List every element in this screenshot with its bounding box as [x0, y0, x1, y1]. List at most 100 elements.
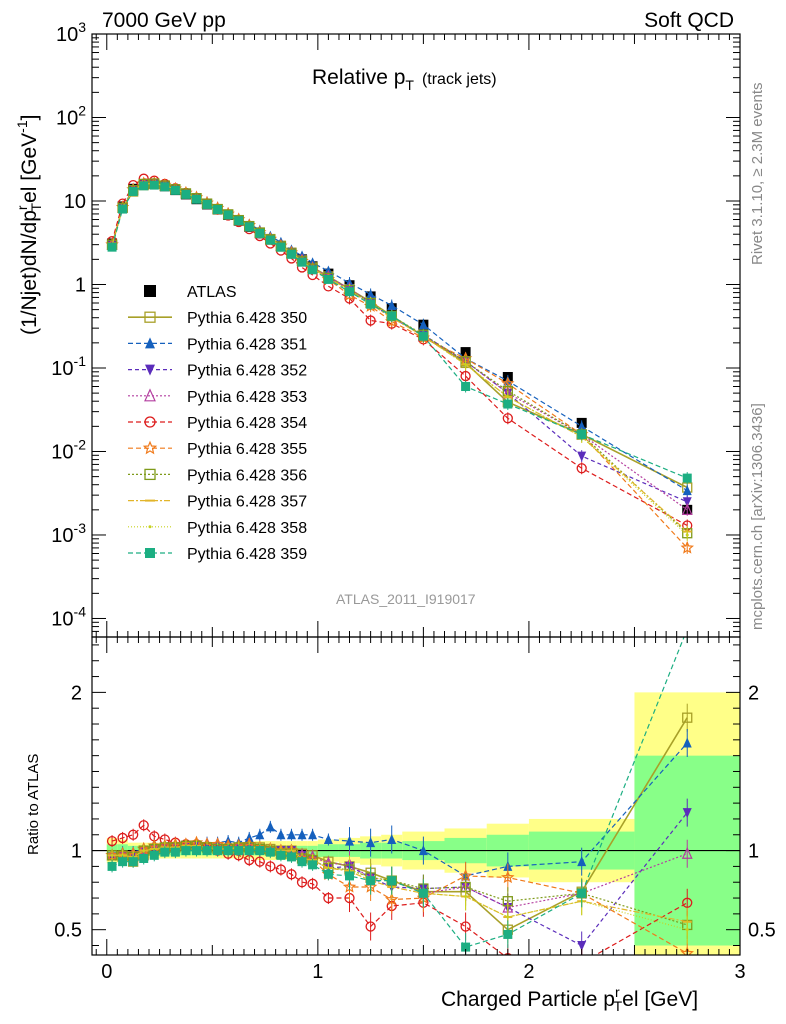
- legend-label: Pythia 6.428 350: [187, 310, 307, 327]
- ratio-point: [501, 870, 515, 884]
- ratio-y-tick-label-right: 1: [748, 841, 759, 863]
- ratio-point: [276, 829, 286, 840]
- ratio-point: [255, 829, 265, 840]
- ratio-point: [265, 821, 275, 832]
- data-point: [118, 204, 128, 214]
- ratio-point: [181, 846, 191, 856]
- ratio-point: [418, 845, 428, 856]
- ratio-point: [149, 850, 159, 860]
- x-axis-label: Charged Particle pr Tel [GeV]: [441, 984, 698, 1014]
- data-point: [323, 274, 333, 284]
- ratio-point: [365, 921, 376, 932]
- data-point: [149, 180, 159, 190]
- ratio-point: [366, 837, 376, 848]
- y-tick-label: 10: [64, 191, 86, 213]
- legend-marker: [142, 440, 158, 455]
- ratio-y-tick-label: 2: [71, 682, 82, 704]
- data-point: [265, 235, 275, 245]
- y-tick-label: 102: [56, 102, 86, 129]
- ratio-y-tick-label: 1: [71, 841, 82, 863]
- ratio-point: [577, 941, 587, 952]
- ratio-point: [326, 866, 330, 870]
- ratio-point: [685, 928, 689, 932]
- ratio-panel-frame: [91, 636, 741, 956]
- ratio-point: [323, 892, 334, 904]
- ratio-point: [152, 847, 156, 851]
- y-tick-label: 10-2: [51, 436, 86, 463]
- data-point: [577, 420, 587, 431]
- data-point: [682, 497, 692, 508]
- legend-label: Pythia 6.428 354: [187, 415, 307, 432]
- legend-label: Pythia 6.428 358: [187, 520, 307, 537]
- data-point: [255, 228, 265, 238]
- ratio-point: [503, 929, 513, 939]
- legend-marker: [148, 525, 152, 529]
- data-point: [170, 185, 180, 195]
- data-point: [576, 463, 587, 474]
- data-point: [685, 533, 689, 537]
- data-point: [223, 210, 233, 220]
- data-point: [577, 451, 587, 462]
- ratio-point: [460, 921, 471, 932]
- data-point: [418, 331, 428, 341]
- y-tick-label: 1: [75, 274, 86, 296]
- ratio-point: [275, 864, 287, 875]
- ratio-point: [244, 846, 254, 856]
- mcplots-reference-label: mcplots.cern.ch [arXiv:1306.3436]: [749, 403, 766, 630]
- series-pythia-6-428-358: [110, 181, 689, 541]
- x-tick-label: 1: [312, 961, 323, 983]
- ratio-series-pythia-6-428-359: [107, 637, 688, 955]
- ratio-point: [265, 847, 275, 857]
- y-tick-label: 10-4: [51, 603, 86, 630]
- data-point: [276, 242, 286, 252]
- legend-label: Pythia 6.428 352: [187, 363, 307, 380]
- ratio-point: [142, 849, 146, 853]
- ratio-point: [286, 869, 297, 880]
- ratio-point: [138, 820, 149, 831]
- y-tick-label: 10-1: [51, 353, 86, 380]
- ratio-point: [223, 846, 233, 856]
- ratio-y-tick-label: 0.5: [54, 920, 82, 942]
- ratio-point: [464, 894, 468, 898]
- series-pythia-6-428-357: [107, 182, 692, 538]
- ratio-point: [254, 856, 265, 867]
- data-point: [577, 429, 587, 439]
- x-tick-label: 3: [734, 961, 745, 983]
- ratio-point: [308, 829, 318, 840]
- ratio-point: [577, 856, 587, 867]
- data-point: [366, 288, 376, 299]
- ratio-point: [213, 846, 223, 856]
- ratio-point: [265, 861, 276, 872]
- data-point: [308, 265, 318, 275]
- ratio-point: [385, 892, 399, 906]
- ratio-point: [461, 942, 471, 952]
- data-point: [464, 363, 468, 367]
- y-tick-label: 10-3: [51, 520, 86, 547]
- legend-label: Pythia 6.428 351: [187, 336, 307, 353]
- data-point: [244, 222, 254, 232]
- legend-label: Pythia 6.428 356: [187, 467, 307, 484]
- data-point: [502, 413, 513, 424]
- ratio-point: [106, 835, 118, 847]
- ratio-point: [681, 846, 693, 859]
- series-pythia-6-428-359: [107, 180, 692, 485]
- ratio-point: [297, 829, 307, 840]
- data-point: [286, 249, 296, 259]
- ratio-point: [286, 829, 296, 840]
- series-line: [111, 184, 688, 479]
- ratio-panel-series: [105, 637, 694, 955]
- data-point: [682, 485, 692, 496]
- data-point: [345, 287, 355, 297]
- energy-label: 7000 GeV pp: [102, 9, 226, 32]
- ratio-point: [286, 852, 296, 862]
- ratio-point: [255, 846, 265, 856]
- rivet-version-label: Rivet 3.1.10, ≥ 2.3M events: [749, 83, 766, 266]
- data-point: [387, 300, 397, 311]
- ratio-point: [139, 853, 149, 863]
- series-pythia-6-428-356: [106, 178, 693, 540]
- data-point: [387, 311, 397, 321]
- ratio-point: [276, 850, 286, 860]
- ratio-point: [323, 869, 333, 879]
- legend-marker: [145, 548, 155, 558]
